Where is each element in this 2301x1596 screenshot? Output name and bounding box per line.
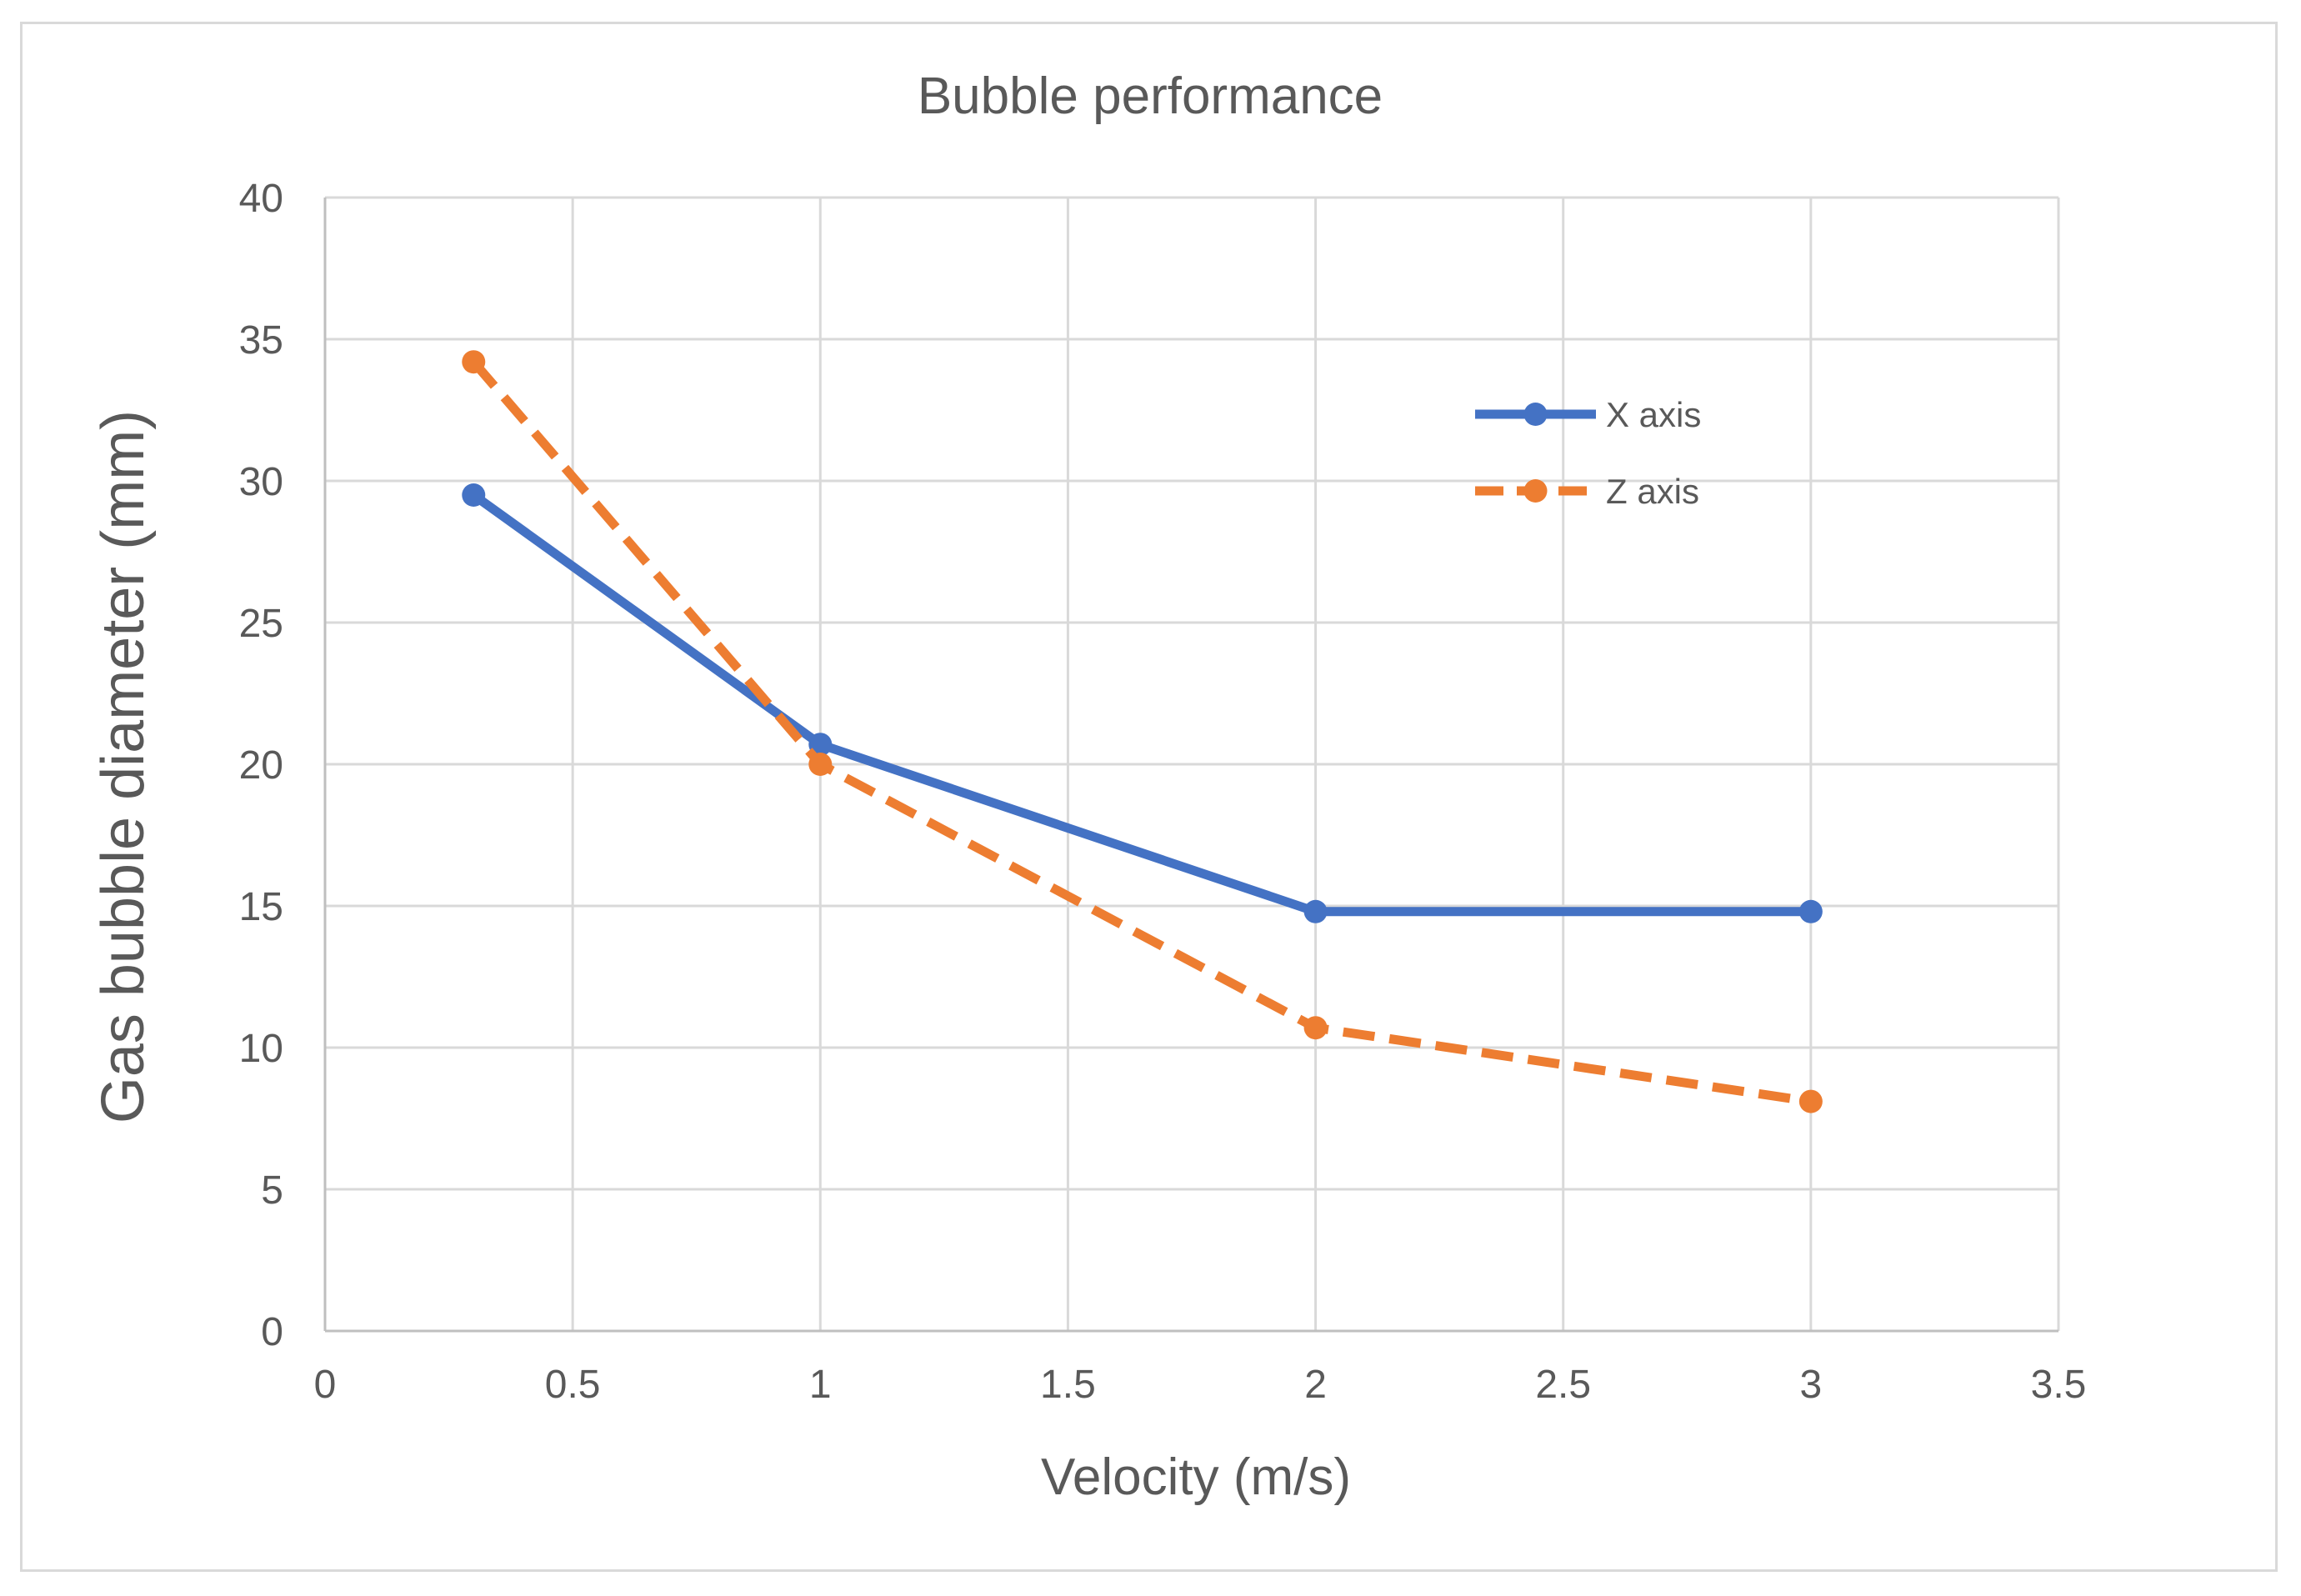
x-tick-label: 1.5 [1040, 1363, 1096, 1407]
x-tick-label: 0.5 [545, 1363, 601, 1407]
legend-marker-x-axis [1523, 403, 1548, 426]
x-tick-label: 2.5 [1535, 1363, 1591, 1407]
x-tick-label: 2 [1304, 1363, 1327, 1407]
y-tick-label: 5 [261, 1168, 283, 1213]
y-axis-title: Gas bubble diameter (mm) [90, 410, 157, 1123]
y-tick-label: 0 [261, 1310, 283, 1354]
data-point-z-axis [808, 753, 833, 776]
chart-frame [20, 22, 2278, 1572]
x-tick-label: 1 [809, 1363, 832, 1407]
y-tick-label: 15 [239, 885, 283, 929]
x-tick-label: 3 [1800, 1363, 1823, 1407]
y-tick-label: 10 [239, 1027, 283, 1071]
y-tick-label: 30 [239, 460, 283, 504]
y-tick-label: 20 [239, 743, 283, 788]
data-point-z-axis [462, 350, 486, 374]
y-tick-label: 35 [239, 318, 283, 363]
legend-label-x-axis: X axis [1606, 395, 1701, 434]
x-tick-label: 0 [314, 1363, 337, 1407]
y-tick-label: 25 [239, 602, 283, 646]
data-point-x-axis [808, 733, 833, 757]
x-axis-title: Velocity (m/s) [1041, 1448, 1351, 1506]
series [462, 350, 1823, 1113]
legend-marker-z-axis [1523, 479, 1548, 503]
gridlines [323, 196, 2060, 1333]
legend[interactable]: X axis Z axis [1475, 395, 1701, 511]
series-line-x-axis [471, 491, 1811, 917]
data-point-x-axis [462, 483, 486, 507]
series-line-z-axis [470, 358, 1812, 1107]
axes: 0 5 10 15 20 25 30 35 40 0 0.5 1 1.5 2 2.5 3 3.5 [239, 177, 2087, 1407]
data-point-x-axis [1798, 899, 1823, 923]
legend-label-z-axis: Z axis [1606, 472, 1699, 511]
chart-title: Bubble performance [918, 68, 1383, 125]
x-tick-label: 3.5 [2031, 1363, 2087, 1407]
data-point-z-axis [1303, 1016, 1328, 1040]
y-tick-label: 40 [239, 177, 283, 221]
data-point-x-axis [1303, 899, 1328, 923]
data-point-z-axis [1798, 1089, 1823, 1113]
